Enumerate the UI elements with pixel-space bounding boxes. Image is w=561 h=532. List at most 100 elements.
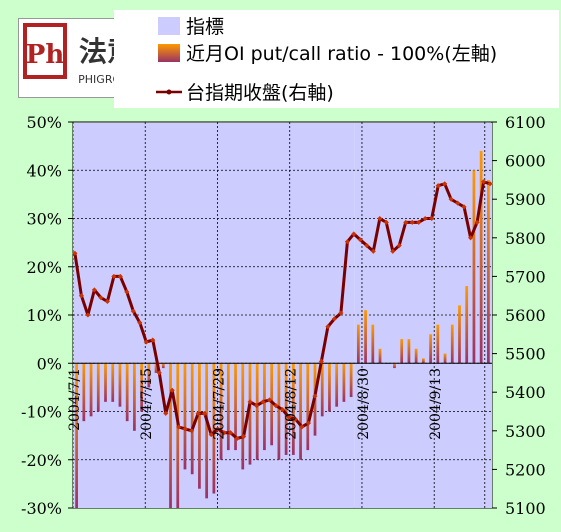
ratio-bar <box>161 363 165 369</box>
ratio-bar <box>140 363 144 412</box>
price-point <box>474 219 480 225</box>
legend-label-bar: 近月OI put/call ratio - 100%(左軸) <box>186 43 497 65</box>
price-point <box>299 424 305 430</box>
x-tick-label: 2004/8/12 <box>284 368 300 440</box>
ratio-bar <box>443 353 447 364</box>
price-point <box>442 181 448 187</box>
price-point <box>338 310 344 316</box>
ratio-bar <box>226 363 230 451</box>
y-right-tick-label: 5100 <box>505 499 546 518</box>
x-tick-label: 2004/7/15 <box>139 368 155 440</box>
ratio-bar <box>212 363 216 494</box>
price-point <box>318 358 324 364</box>
price-point <box>357 237 363 243</box>
price-point <box>344 239 350 245</box>
legend: 指標 近月OI put/call ratio - 100%(左軸) 台指期收盤(… <box>114 10 559 108</box>
price-point <box>364 242 370 249</box>
ratio-bar <box>104 363 107 402</box>
ratio-bar <box>82 363 86 422</box>
price-point <box>409 219 415 225</box>
ratio-bar <box>183 363 187 470</box>
price-point <box>383 219 389 225</box>
ratio-bar <box>393 363 396 369</box>
ratio-bar <box>320 363 324 417</box>
y-axis-right: 6100 6000 5900 5800 5700 5600 5500 5400 5300 5200… <box>492 113 546 518</box>
price-point <box>195 410 201 416</box>
ratio-bars <box>75 150 490 508</box>
ratio-bar <box>270 363 274 446</box>
price-point <box>221 430 227 436</box>
price-point <box>487 181 493 187</box>
ratio-bar <box>487 179 490 364</box>
x-tick-label: 2004/8/30 <box>356 368 372 440</box>
price-point <box>266 397 273 403</box>
ratio-bar <box>219 363 223 460</box>
legend-swatch-area <box>158 17 180 35</box>
x-tick-label: 2004/7/29 <box>211 368 227 440</box>
ratio-bar <box>356 324 360 364</box>
price-point <box>325 324 331 330</box>
ratio-bar <box>190 363 194 475</box>
x-tick-label: 2004/7/1 <box>67 368 83 431</box>
price-point <box>390 248 396 254</box>
logo-mark-frame <box>23 23 67 79</box>
ratio-bar <box>89 363 93 417</box>
price-point <box>312 393 318 399</box>
price-point <box>416 219 422 225</box>
ratio-bar <box>335 363 339 407</box>
price-point <box>124 289 130 295</box>
ratio-bar <box>96 363 100 412</box>
ratio-bar <box>306 363 310 451</box>
y-left-tick-label: 30% <box>26 210 62 229</box>
ratio-bar <box>371 324 375 364</box>
y-left-tick-label: 10% <box>26 306 62 325</box>
price-point <box>137 320 143 326</box>
price-point <box>234 435 240 442</box>
ratio-bar <box>364 310 367 364</box>
price-point <box>182 426 188 432</box>
price-point <box>189 428 195 434</box>
ratio-bar <box>458 305 461 364</box>
price-point <box>461 204 467 210</box>
ratio-bar <box>349 363 353 398</box>
price-point <box>448 196 454 202</box>
price-point <box>468 235 474 241</box>
ratio-bar <box>299 363 302 460</box>
y-right-tick-label: 5900 <box>505 190 546 209</box>
price-point <box>241 434 247 440</box>
ratio-bar <box>421 358 425 364</box>
price-point <box>286 414 292 420</box>
ratio-bar <box>176 363 180 508</box>
price-point <box>292 416 299 422</box>
y-right-tick-label: 5500 <box>505 345 546 364</box>
ratio-bar <box>263 363 266 451</box>
y-left-tick-label: 0% <box>37 354 62 373</box>
ratio-bar <box>472 170 476 364</box>
price-point <box>279 407 286 413</box>
ratio-bar <box>169 363 172 508</box>
price-point <box>377 215 383 222</box>
price-point <box>163 410 169 416</box>
price-point <box>455 200 461 206</box>
price-point <box>130 308 136 314</box>
y-right-tick-label: 5700 <box>505 267 546 286</box>
price-point <box>403 219 409 225</box>
ratio-bar <box>465 286 469 364</box>
ratio-bar <box>147 363 151 388</box>
price-point <box>143 339 149 345</box>
y-right-tick-label: 5400 <box>505 383 546 402</box>
price-point <box>331 316 337 322</box>
x-tick-label: 2004/9/13 <box>428 368 444 440</box>
ratio-bar <box>450 324 454 364</box>
ratio-bar <box>284 363 288 455</box>
ratio-bar <box>248 363 252 465</box>
ratio-bar <box>277 363 281 460</box>
y-right-tick-label: 6000 <box>505 152 546 171</box>
ratio-bar <box>378 348 382 364</box>
price-point <box>208 432 214 438</box>
y-left-tick-label: -20% <box>21 451 62 470</box>
y-left-tick-label: 50% <box>26 113 62 132</box>
ratio-bar <box>75 363 78 508</box>
legend-swatch-marker <box>166 89 172 95</box>
ratio-bar <box>429 334 432 364</box>
